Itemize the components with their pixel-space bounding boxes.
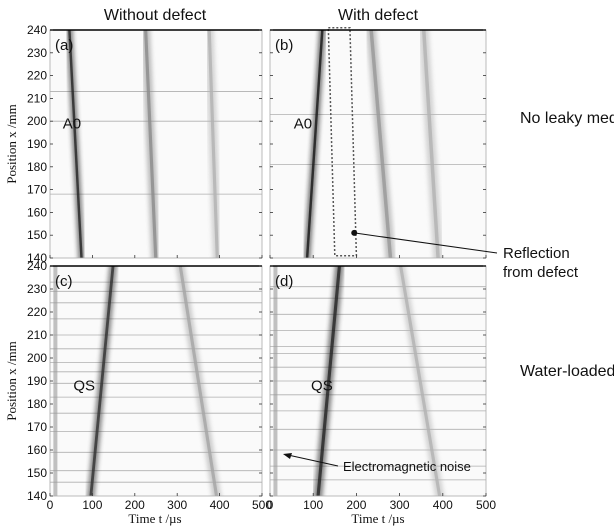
wavefront-core — [89, 266, 115, 496]
panel-letter: (d) — [275, 273, 293, 290]
wavefront-core — [144, 30, 158, 258]
x-axis-label-left: Time t /µs — [128, 511, 181, 526]
em-noise-label: Electromagnetic noise — [343, 459, 471, 474]
mode-label: A0 — [63, 115, 81, 132]
panel-c: 140 150 160 170 180 190 200 210 220 230 240 0 100 200… — [27, 259, 272, 512]
x-tick-label: 300 — [167, 498, 187, 512]
panel-letter: (a) — [55, 37, 73, 54]
x-tick-label: 200 — [346, 498, 366, 512]
wavefront-core — [207, 30, 219, 258]
y-tick-label: 140 — [27, 489, 47, 503]
wavefield — [270, 266, 486, 496]
wavefield — [270, 30, 486, 258]
plot-area — [50, 266, 262, 496]
x-tick-label: 300 — [390, 498, 410, 512]
y-tick-label: 160 — [27, 205, 47, 219]
y-tick-label: 200 — [27, 351, 47, 365]
wavefield — [50, 30, 262, 258]
em-noise-band — [273, 266, 278, 496]
panel-letter: (b) — [275, 37, 293, 54]
y-tick-label: 170 — [27, 420, 47, 434]
y-tick-label: 220 — [27, 69, 47, 83]
y-tick-label: 190 — [27, 374, 47, 388]
y-tick-label: 220 — [27, 305, 47, 319]
em-noise-arrowhead — [283, 453, 292, 459]
column-title-without-defect: Without defect — [104, 7, 207, 24]
wavefront-core — [305, 30, 324, 258]
wavefront-core — [421, 30, 440, 258]
x-axis-label-right: Time t /µs — [351, 511, 404, 526]
x-tick-label: 100 — [82, 498, 102, 512]
panel-b: (b) A0 — [269, 26, 487, 259]
panel-d: 0 100 200 300 400 500 (d) QS — [267, 265, 496, 512]
panel-letter: (c) — [55, 273, 73, 290]
y-tick-label: 210 — [27, 328, 47, 342]
y-tick-label: 240 — [27, 23, 47, 37]
x-tick-label: 200 — [125, 498, 145, 512]
y-tick-label: 150 — [27, 466, 47, 480]
x-tick-label: 0 — [267, 498, 274, 512]
x-tick-label: 500 — [252, 498, 272, 512]
reflection-leader-line — [354, 232, 498, 254]
mode-label: QS — [73, 378, 95, 395]
y-axis-label-bottom: Position x /mm — [4, 341, 19, 420]
em-noise-band — [53, 266, 58, 496]
y-tick-label: 230 — [27, 282, 47, 296]
wavefront-core — [399, 266, 442, 496]
y-tick-label: 200 — [27, 114, 47, 128]
row-label-no-leaky-media: No leaky media — [520, 110, 614, 127]
panel-a: 140 150 160 170 180 190 200 210 220 230 240 (a) A0 — [27, 23, 263, 265]
mode-label: A0 — [294, 115, 312, 132]
wavefront-core — [316, 266, 342, 496]
y-tick-label: 240 — [27, 259, 47, 273]
reflection-label-line1: Reflection — [503, 245, 570, 262]
y-tick-label: 140 — [27, 251, 47, 265]
x-tick-label: 400 — [210, 498, 230, 512]
column-title-with-defect: With defect — [338, 7, 419, 24]
x-tick-label: 100 — [303, 498, 323, 512]
y-tick-label: 170 — [27, 183, 47, 197]
plot-area — [270, 266, 486, 496]
x-tick-label: 0 — [47, 498, 54, 512]
y-tick-label: 180 — [27, 160, 47, 174]
y-tick-label: 180 — [27, 397, 47, 411]
y-tick-label: 230 — [27, 46, 47, 60]
y-tick-label: 150 — [27, 228, 47, 242]
wavefront-core — [178, 266, 219, 496]
wavefield — [50, 266, 262, 496]
wavefront-core — [369, 30, 393, 258]
mode-label: QS — [311, 378, 333, 395]
y-axis-label-top: Position x /mm — [4, 104, 19, 183]
em-noise-arrow-line — [287, 454, 339, 467]
x-tick-label: 500 — [476, 498, 496, 512]
wavefront-core — [68, 30, 83, 258]
y-tick-label: 210 — [27, 91, 47, 105]
y-tick-label: 190 — [27, 137, 47, 151]
x-tick-label: 400 — [433, 498, 453, 512]
row-label-water-loaded: Water-loaded — [520, 363, 614, 380]
reflection-label-line2: from defect — [503, 264, 579, 281]
y-tick-label: 160 — [27, 443, 47, 457]
